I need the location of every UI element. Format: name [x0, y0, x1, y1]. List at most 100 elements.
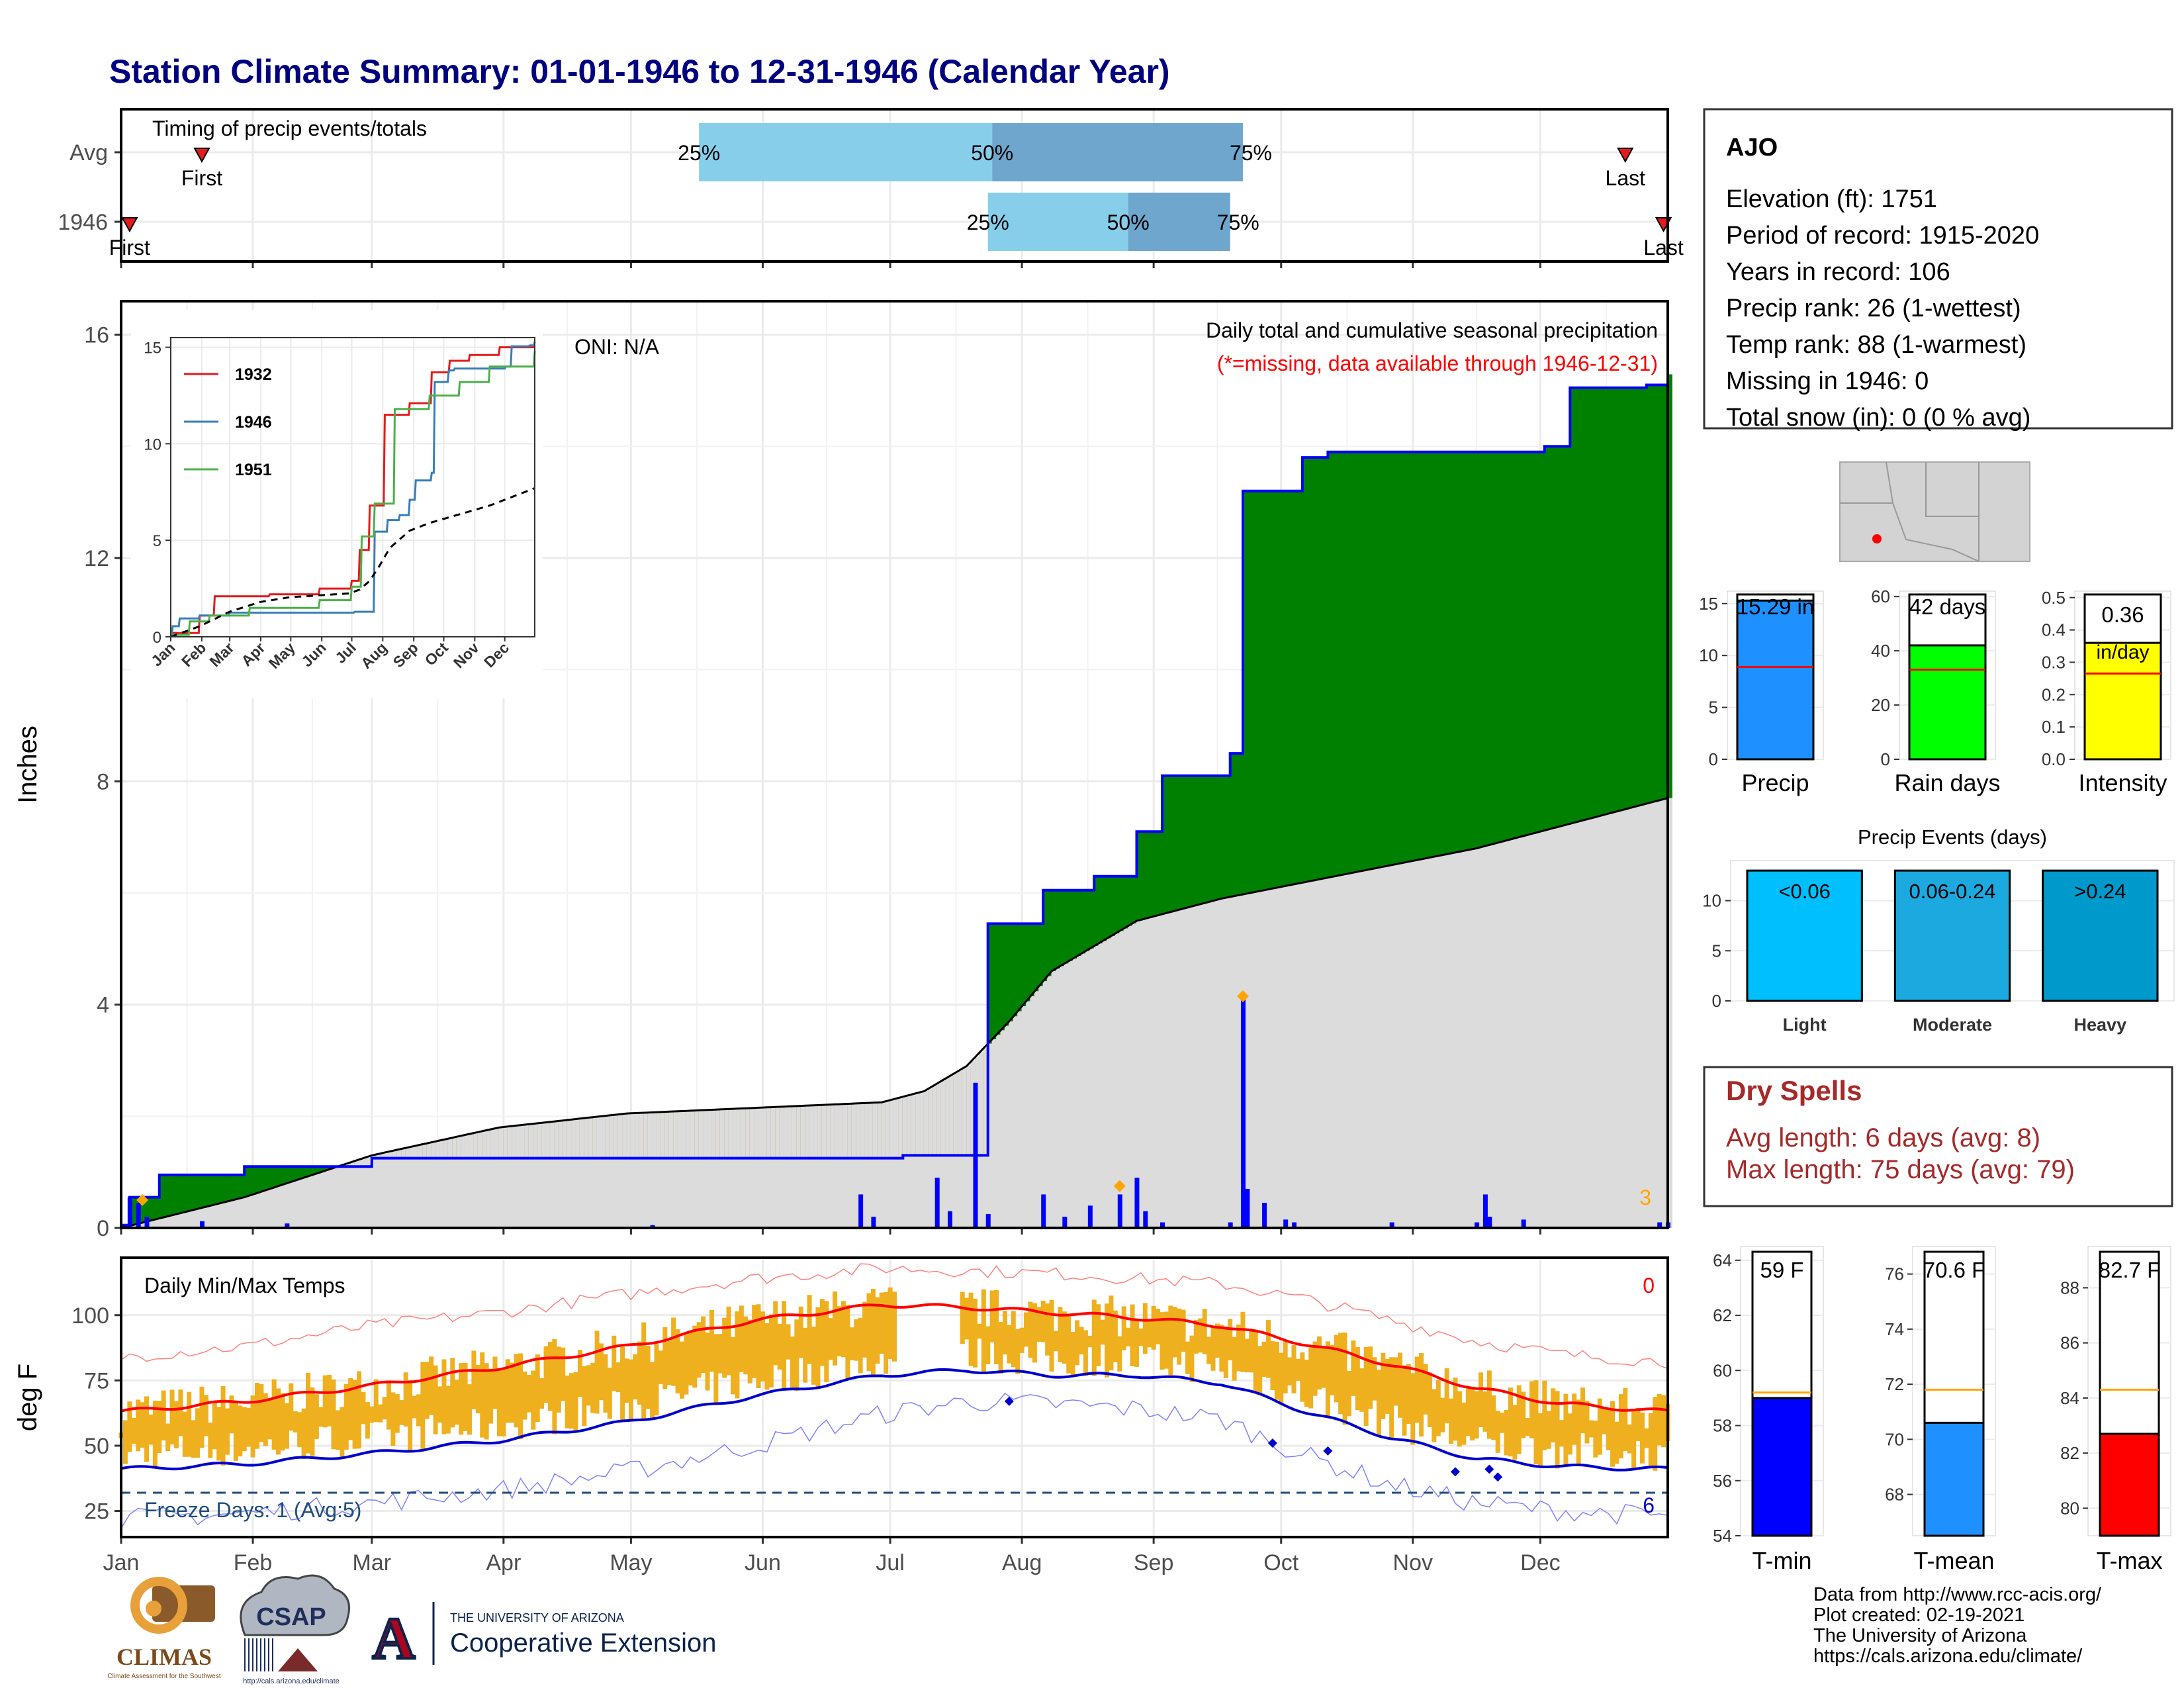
above-avg-fill [1047, 890, 1052, 976]
avg-cumulative-fill [1582, 820, 1588, 1228]
avg-cumulative-fill [1221, 898, 1226, 1228]
above-avg-fill [244, 1166, 250, 1197]
daily-temp-bar [518, 1353, 523, 1439]
avg-cumulative-fill [350, 1162, 355, 1228]
avg-cumulative-fill [345, 1164, 351, 1228]
avg-cumulative-fill [431, 1142, 436, 1228]
above-avg-fill [214, 1174, 220, 1205]
above-avg-fill [996, 923, 1001, 1035]
daily-temp-bar [722, 1317, 727, 1378]
daily-temp-bar [1134, 1319, 1139, 1367]
avg-cumulative-fill [1523, 835, 1528, 1228]
above-avg-fill [1387, 451, 1392, 867]
avg-cumulative-fill [477, 1132, 483, 1228]
avg-cumulative-fill [222, 1202, 228, 1228]
daily-temp-bar [1359, 1368, 1365, 1412]
record-low-marker [1450, 1467, 1460, 1477]
daily-temp-bar [556, 1346, 561, 1413]
daily-temp-bar [994, 1289, 999, 1364]
avg-cumulative-fill [1467, 850, 1473, 1228]
daily-temp-bar [1486, 1370, 1492, 1439]
temp-mini-y-tick-label: 74 [1885, 1319, 1904, 1339]
daily-temp-bar [1045, 1303, 1050, 1356]
daily-temp-bar [671, 1317, 676, 1386]
temp-count-top: 0 [1643, 1274, 1655, 1297]
above-avg-fill [1034, 923, 1040, 992]
daily-temp-bar [327, 1374, 332, 1427]
record-low-marker [1484, 1464, 1494, 1474]
above-avg-fill [1179, 775, 1184, 910]
daily-temp-bar [1482, 1391, 1488, 1432]
daily-temp-bar [628, 1359, 633, 1421]
daily-temp-bar [1419, 1353, 1424, 1437]
credit-line: Plot created: 02-19-2021 [1813, 1605, 2025, 1626]
above-avg-fill [1484, 451, 1490, 847]
daily-temp-bar [1117, 1336, 1122, 1372]
daily-temp-bar [182, 1411, 187, 1457]
daily-temp-bar [577, 1350, 582, 1397]
daily-precip-bar [1240, 999, 1246, 1228]
inset-y-tick-label: 0 [153, 629, 161, 647]
avg-cumulative-fill [987, 1043, 993, 1228]
daily-temp-bar [1465, 1388, 1471, 1436]
above-avg-fill [1357, 451, 1363, 872]
mini-y-tick-label: 0.4 [2042, 620, 2066, 640]
daily-temp-bar [620, 1346, 625, 1421]
daily-temp-bar [1036, 1307, 1042, 1342]
above-avg-fill [1136, 831, 1142, 921]
above-avg-fill [1123, 876, 1129, 929]
daily-temp-bar [875, 1297, 880, 1364]
above-avg-fill [1548, 446, 1554, 829]
avg-cumulative-fill [1055, 968, 1061, 1228]
avg-cumulative-fill [1302, 882, 1307, 1228]
daily-temp-bar [1516, 1385, 1522, 1454]
daily-temp-bar [675, 1329, 680, 1394]
mini-y-tick-label: 0.2 [2042, 684, 2066, 704]
daily-precip-bar [1087, 1205, 1093, 1228]
above-avg-fill [1004, 923, 1010, 1026]
avg-cumulative-fill [792, 1106, 797, 1228]
above-avg-fill [1272, 491, 1277, 889]
daily-temp-bar [373, 1379, 379, 1423]
daily-temp-bar [1555, 1391, 1560, 1469]
daily-temp-bar [1304, 1360, 1309, 1407]
y-tick-label: 25 [84, 1499, 109, 1524]
daily-temp-bar [1435, 1380, 1441, 1436]
daily-temp-bar [1228, 1319, 1233, 1360]
daily-temp-bar [1236, 1324, 1242, 1372]
daily-temp-bar [526, 1375, 531, 1413]
daily-temp-bar [450, 1358, 455, 1428]
avg-cumulative-fill [800, 1105, 806, 1228]
daily-temp-bar [731, 1336, 736, 1395]
avg-cumulative-fill [1604, 814, 1609, 1228]
avg-cumulative-fill [359, 1159, 364, 1228]
avg-cumulative-fill [1098, 943, 1103, 1228]
avg-cumulative-fill [494, 1128, 500, 1228]
above-avg-fill [1539, 451, 1545, 832]
above-avg-fill [1370, 451, 1375, 870]
avg-cumulative-fill [945, 1078, 950, 1228]
above-avg-fill [1216, 775, 1222, 900]
above-avg-fill [240, 1174, 245, 1199]
daily-temp-bar [1504, 1409, 1509, 1456]
above-avg-fill [1289, 491, 1295, 886]
avg-cumulative-fill [809, 1105, 815, 1228]
mini-y-tick-label: 0.5 [2042, 588, 2066, 608]
daily-temp-bar [552, 1339, 557, 1434]
above-avg-fill [1404, 451, 1409, 863]
events-bar-name: Heavy [2074, 1015, 2127, 1035]
daily-temp-bar [841, 1301, 846, 1358]
avg-cumulative-fill [1416, 860, 1422, 1228]
avg-cumulative-fill [715, 1109, 721, 1228]
daily-temp-bar [1105, 1303, 1110, 1378]
avg-cumulative-fill [996, 1035, 1001, 1228]
avg-cumulative-fill [690, 1110, 696, 1228]
above-avg-fill [1093, 876, 1099, 947]
avg-cumulative-fill [392, 1150, 398, 1228]
avg-cumulative-fill [1608, 814, 1614, 1228]
daily-temp-bar [361, 1391, 366, 1425]
above-avg-fill [1111, 876, 1116, 936]
avg-cumulative-fill [962, 1068, 968, 1228]
above-avg-fill [146, 1197, 152, 1222]
above-avg-fill [1021, 923, 1027, 1007]
